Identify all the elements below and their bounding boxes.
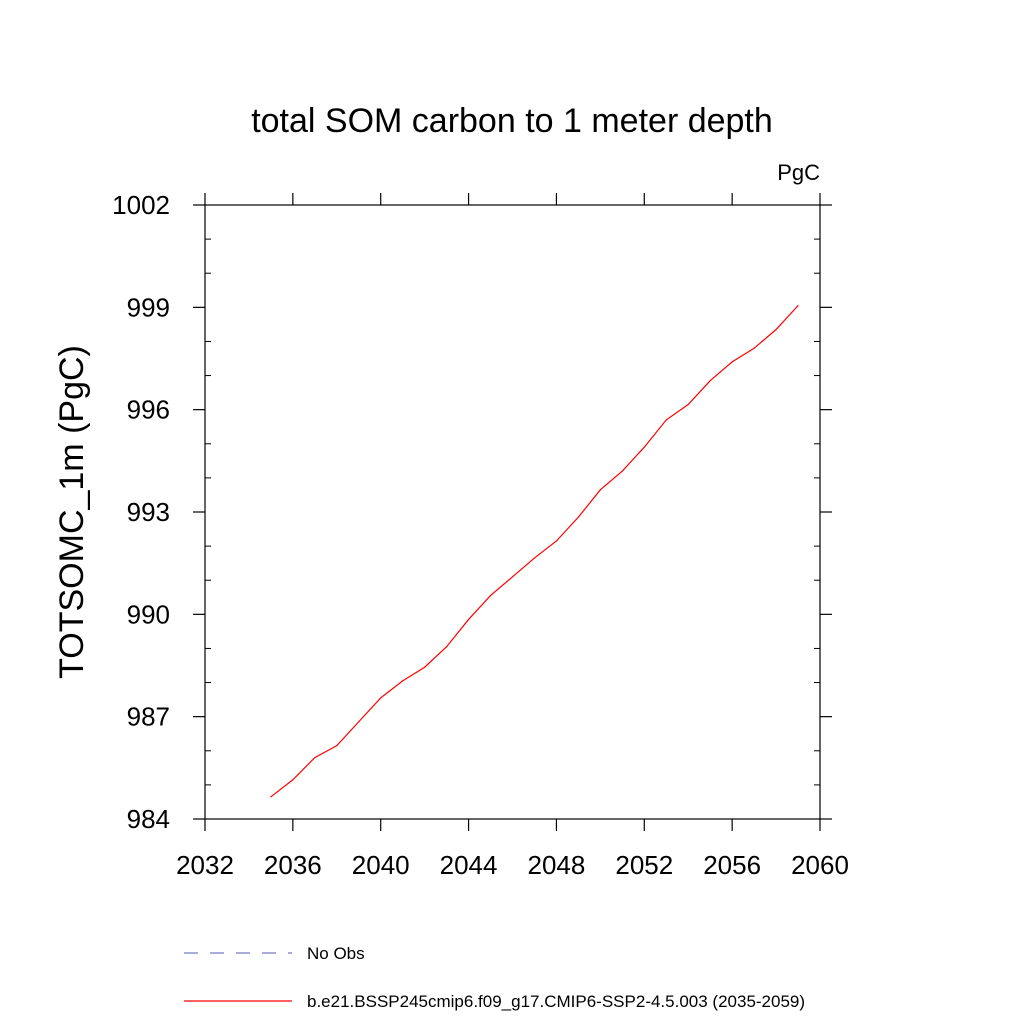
legend-label-model-run: b.e21.BSSP245cmip6.f09_g17.CMIP6-SSP2-4.… [307,992,805,1011]
data-point [511,576,514,578]
x-tick-label: 2056 [703,850,761,880]
data-point [446,646,448,648]
data-point [665,419,667,421]
y-tick-label: 996 [127,395,170,425]
series-layer [270,305,799,798]
plot-frame [204,204,821,820]
data-point [687,403,689,406]
data-point [709,380,711,382]
axis-ticks [193,193,832,831]
x-tick-label: 2052 [615,850,673,880]
data-point [380,697,382,699]
data-point [336,745,338,747]
series-line-0 [270,305,799,798]
data-point [424,666,426,668]
data-point [797,305,799,307]
y-tick-label: 987 [127,702,170,732]
data-point [467,618,470,621]
data-point [577,516,579,518]
axis-tick-labels: 2032 2036 2040 2044 2048 2052 2056 2060 984 987 99… [112,190,849,880]
x-tick-label: 2032 [176,850,234,880]
x-tick-label: 2044 [440,850,498,880]
chart-title: total SOM carbon to 1 meter depth [251,102,773,140]
x-tick-label: 2040 [352,850,410,880]
data-point [775,328,777,331]
data-point [292,779,294,781]
y-tick-label: 993 [127,497,170,527]
x-tick-label: 2048 [528,850,586,880]
y-axis-label: TOTSOMC_1m (PgC) [53,345,91,679]
y-tick-label: 984 [127,804,170,834]
data-point [314,757,316,759]
x-tick-label: 2036 [264,850,322,880]
data-point [555,540,558,542]
data-point [270,796,272,798]
data-point [489,594,492,597]
data-point [643,446,645,448]
x-tick-label: 2060 [791,850,849,880]
data-point [731,361,733,363]
data-point [533,557,536,559]
legend-label-no-obs: No Obs [307,944,365,963]
y-tick-label: 990 [127,599,170,629]
data-point [402,680,404,682]
data-point [599,489,601,491]
y-tick-label: 999 [127,292,170,322]
data-point [621,470,623,472]
units-label: PgC [777,160,820,185]
y-tick-label: 1002 [112,190,170,220]
data-point [753,347,755,349]
data-point [358,721,360,723]
